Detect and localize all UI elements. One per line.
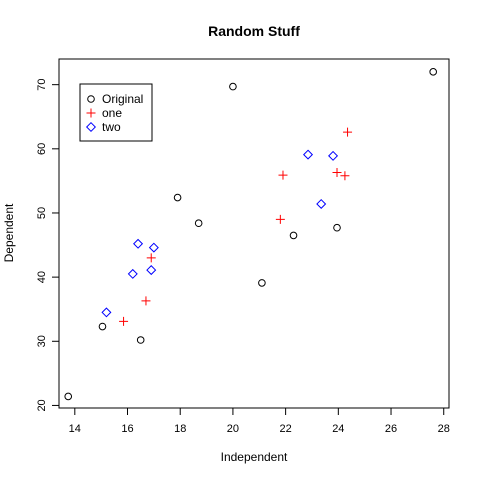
- point-two: [133, 238, 144, 249]
- point-two: [303, 149, 314, 160]
- point-one: [340, 171, 350, 181]
- y-tick-label: 30: [36, 335, 48, 347]
- point-original: [258, 279, 266, 287]
- legend-marker-one: [86, 108, 96, 118]
- x-tick-label: 20: [227, 423, 239, 435]
- point-two: [101, 307, 112, 318]
- legend-label-two: two: [102, 120, 121, 134]
- point-original: [98, 322, 107, 331]
- y-tick-label: 40: [36, 271, 48, 283]
- y-axis: 20 30 40 50 60 70: [36, 79, 60, 412]
- point-two: [316, 198, 327, 209]
- legend-label-one: one: [102, 106, 122, 120]
- point-one: [332, 168, 342, 178]
- point-original: [229, 82, 237, 91]
- point-one: [275, 214, 285, 224]
- x-axis-label: Independent: [221, 450, 288, 464]
- point-two: [328, 150, 339, 161]
- point-one: [119, 316, 129, 326]
- point-original: [289, 231, 298, 240]
- x-tick-label: 26: [385, 423, 397, 435]
- x-tick-label: 18: [174, 423, 186, 435]
- y-axis-label: Dependent: [2, 203, 16, 262]
- chart-title: Random Stuff: [208, 23, 300, 39]
- point-one: [146, 253, 156, 263]
- point-original: [173, 193, 182, 202]
- point-one: [278, 170, 288, 180]
- point-two: [148, 242, 159, 253]
- point-two: [146, 265, 157, 276]
- point-original: [429, 68, 437, 76]
- x-tick-label: 14: [69, 423, 81, 435]
- legend-label-original: Original: [102, 92, 143, 106]
- legend-marker-two: [85, 121, 97, 133]
- point-two: [127, 268, 138, 279]
- point-original: [64, 392, 73, 401]
- legend-marker-original: [87, 95, 95, 103]
- data-points: [64, 68, 437, 401]
- y-tick-label: 50: [36, 207, 48, 219]
- y-tick-label: 60: [36, 143, 48, 155]
- x-tick-label: 16: [121, 423, 133, 435]
- x-tick-label: 28: [438, 423, 450, 435]
- point-original: [136, 336, 145, 344]
- point-one: [343, 127, 353, 137]
- x-axis: 14 16 18 20 22 24 26 28: [69, 407, 450, 435]
- x-tick-label: 24: [332, 423, 344, 435]
- point-original: [333, 223, 341, 232]
- x-tick-label: 22: [279, 423, 291, 435]
- point-original: [194, 219, 203, 228]
- y-tick-label: 20: [36, 399, 48, 411]
- point-one: [141, 296, 151, 306]
- y-tick-label: 70: [36, 79, 48, 91]
